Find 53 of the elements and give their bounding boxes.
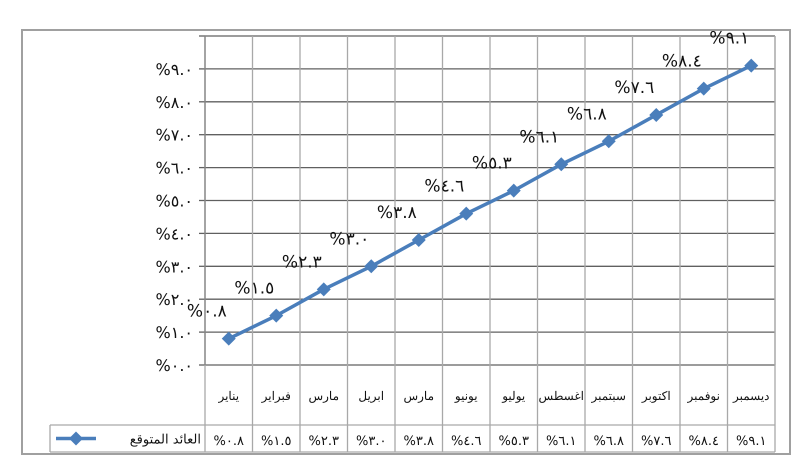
data-label: %٧.٦ (641, 434, 672, 449)
data-label: %٨.٤ (688, 434, 719, 449)
point (269, 308, 284, 323)
x-tick-label: يوليو (501, 389, 526, 403)
x-tick-label: اكتوبر (640, 389, 671, 403)
y-tick-label: %٣.٠ (156, 257, 193, 276)
y-tick-label: %٨.٠ (156, 92, 193, 112)
y-tick-label: %٦.٠ (156, 158, 193, 178)
point (222, 332, 236, 346)
point (649, 108, 664, 122)
x-tick-label: يناير (217, 389, 240, 403)
y-tick-label: %٤.٠ (156, 224, 193, 244)
x-tick-label: سبتمبر (590, 389, 626, 403)
point (316, 282, 331, 296)
text: %٧.٦ (614, 78, 654, 98)
text: %٣.٠ (329, 229, 370, 250)
y-tick-label: %٠.٠ (156, 356, 193, 375)
text: %١.٥ (234, 278, 274, 299)
data-label: %٥.٣ (498, 434, 529, 449)
text: %٤.٦ (424, 176, 464, 197)
point (554, 157, 568, 172)
y-tick-label: %٥.٠ (156, 192, 193, 210)
x-tick-label: مارس (308, 389, 340, 403)
text: %٦.٨ (566, 104, 607, 124)
x-tick-label: ابريل (358, 389, 384, 403)
x-tick-label: اغسطس (538, 389, 584, 403)
point (696, 82, 711, 96)
x-tick-label: نوفمبر (686, 389, 720, 403)
point (412, 232, 426, 247)
data-label: %٣.٠ (356, 434, 386, 449)
y-tick-label: %١.٠ (156, 323, 193, 342)
data-label: %٩.١ (736, 434, 766, 449)
x-tick-label: ديسمبر (732, 389, 770, 403)
data-label: %٤.٦ (451, 434, 482, 449)
x-tick-label: مارس (403, 389, 434, 403)
text: %٨.٤ (662, 52, 702, 72)
point (506, 184, 521, 198)
data-label: %٦.٨ (594, 434, 624, 449)
data-label: %١.٥ (261, 434, 292, 449)
text: العائد المتوقع (130, 432, 201, 448)
point (744, 58, 758, 73)
y-tick-label: %٧.٠ (156, 126, 193, 145)
y-tick-label: %٩.٠ (156, 60, 193, 79)
data-label: %٢.٣ (308, 434, 339, 449)
point (602, 134, 616, 148)
point (364, 259, 378, 274)
x-tick-label: فبراير (260, 389, 291, 403)
data-label: %٣.٨ (404, 434, 434, 449)
data-label: %٦.١ (546, 434, 576, 449)
data-label: %٠.٨ (214, 434, 244, 449)
point (459, 206, 474, 221)
text: %٣.٨ (376, 202, 417, 223)
x-tick-label: يونيو (454, 389, 478, 403)
